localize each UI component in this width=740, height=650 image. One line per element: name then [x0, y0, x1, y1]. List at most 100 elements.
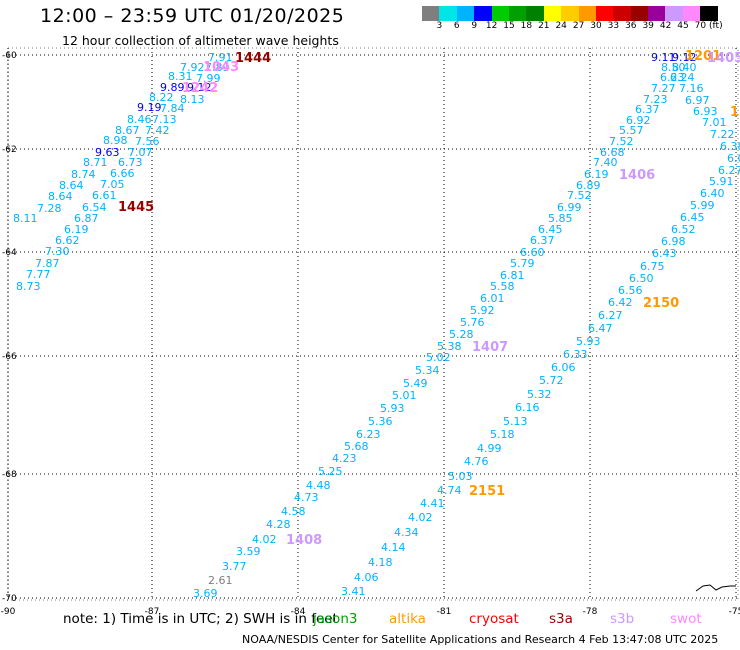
wave-height-value: 8.64	[48, 190, 73, 203]
map-title: 12:00 – 23:59 UTC 01/20/2025	[40, 5, 345, 27]
colorbar-swatch	[595, 6, 614, 21]
wave-height-value: 7.99	[196, 72, 221, 85]
wave-height-value: 6.93	[693, 105, 718, 118]
wave-height-value: 6.50	[629, 272, 654, 285]
colorbar-label: 24	[555, 21, 567, 31]
wave-height-value: 5.93	[380, 402, 405, 415]
coastline	[695, 584, 736, 592]
note-text: note: 1) Time is in UTC; 2) SWH is in fe…	[63, 611, 338, 627]
wave-height-value: 4.23	[332, 452, 357, 465]
lat-tick-label: -60	[2, 51, 17, 61]
colorbar-swatch	[491, 6, 509, 21]
wave-height-value: 6.42	[608, 296, 633, 309]
wave-height-value: 6.89	[576, 179, 601, 192]
colorbar-swatch	[543, 6, 562, 21]
wave-height-value: 6.43	[652, 247, 677, 260]
wave-height-value: 9.12	[187, 81, 212, 94]
wave-height-value: 5.28	[449, 328, 474, 341]
wave-height-value: 4.02	[252, 533, 277, 546]
colorbar-label: (ft)	[709, 21, 723, 31]
pass-time-label: 12	[730, 105, 740, 120]
wave-height-value: 3.69	[193, 587, 218, 600]
colorbar-swatch	[682, 6, 701, 21]
map-frame	[7, 47, 739, 601]
wave-height-value: 6.37	[635, 103, 660, 116]
wave-height-value: 9.19	[137, 101, 162, 114]
wave-height-value: 5.79	[510, 257, 535, 270]
pass-time-label: 2150	[643, 296, 679, 311]
wave-height-value: 4.99	[477, 442, 502, 455]
satellite-legend-item: swot	[670, 611, 702, 627]
wave-height-value: 8.11	[13, 212, 38, 225]
wave-height-value: 5.85	[548, 212, 573, 225]
colorbar-swatch	[665, 6, 683, 21]
lon-tick-label: -81	[437, 607, 452, 617]
pass-time-label: 1406	[619, 168, 655, 183]
wave-height-value: 5.02	[426, 351, 451, 364]
colorbar-label: 21	[538, 21, 550, 31]
lon-tick-label: -87	[145, 607, 160, 617]
wave-height-value: 6.92	[626, 114, 651, 127]
wave-height-value: 6.23	[356, 428, 381, 441]
wave-height-value: 7.05	[100, 178, 125, 191]
wave-height-value: 6.01	[480, 292, 505, 305]
wave-height-value: 6.06	[551, 361, 576, 374]
wave-height-value: 6.40	[700, 187, 725, 200]
colorbar-label: 15	[503, 21, 515, 31]
wave-height-value: 6.45	[680, 211, 705, 224]
wave-height-value: 7.56	[135, 135, 160, 148]
wave-height-value: 5.93	[576, 335, 601, 348]
lat-tick-label: -68	[2, 470, 17, 480]
colorbar-swatch	[508, 6, 527, 21]
axis-tick-labels: -90 -87 -84 -81 -78 -75 -60 -62 -64 -66 -68 -70	[1, 51, 740, 617]
wave-height-value: 6.81	[500, 269, 525, 282]
wave-height-value: 6.97	[685, 94, 710, 107]
wave-height-value: 4.73	[294, 491, 319, 504]
wave-height-value: 5.58	[490, 280, 515, 293]
colorbar-swatch	[526, 6, 544, 21]
wave-height-value: 7.92	[180, 61, 205, 74]
wave-height-value: 6.75	[640, 260, 665, 273]
colorbar-swatch	[613, 6, 631, 21]
wave-height-value: 4.48	[306, 479, 331, 492]
wave-height-value: 3.41	[341, 585, 366, 598]
colorbar-label: 27	[572, 21, 585, 31]
pass-time-label: 1242	[182, 81, 218, 96]
wave-height-value: 5.13	[503, 415, 528, 428]
colorbar-label: 9	[471, 21, 478, 31]
wave-height-value: 6.38	[720, 140, 740, 153]
wave-height-value: 5.36	[368, 415, 393, 428]
colorbar-labels: 3 6 9 12 15 18 21 24 27 30 33 36 39 42 45 70 (ft)	[422, 21, 734, 33]
colorbar-label: 70	[694, 21, 707, 31]
colorbar-label: 39	[642, 21, 654, 31]
colorbar-swatch	[439, 6, 457, 21]
wave-height-value: 6.45	[538, 223, 563, 236]
wave-height-value: 7.23	[643, 93, 668, 106]
wave-height-value: 8.67	[115, 124, 140, 137]
wave-height-value: 7.30	[45, 245, 70, 258]
wave-height-value: 4.74	[437, 484, 462, 497]
wave-height-value: 5.38	[437, 340, 462, 353]
pass-time-label: 1408	[286, 533, 322, 548]
wave-height-value: 6.23	[660, 71, 685, 84]
wave-height-value: 6.47	[588, 322, 613, 335]
wave-height-value: 6.19	[584, 168, 609, 181]
wave-height-value: 8.74	[71, 168, 96, 181]
satellite-legend-item: altika	[389, 611, 426, 627]
wave-height-value: 6.27	[718, 164, 740, 177]
wave-height-value: 4.18	[368, 556, 393, 569]
wave-height-value: 4.58	[281, 505, 306, 518]
wave-height-value: 7.91	[208, 51, 233, 64]
colorbar-label: 3	[436, 21, 443, 31]
wave-height-value: 3.59	[236, 545, 261, 558]
colorbar-label: 42	[659, 21, 672, 31]
wave-height-value: 8.46	[127, 113, 152, 126]
wave-height-value: 6.0	[727, 152, 740, 165]
colorbar-label: 12	[485, 21, 498, 31]
wave-height-value: 4.34	[394, 526, 419, 539]
wave-height-value: 6.98	[661, 235, 686, 248]
wave-height-value: 8.13	[180, 93, 205, 106]
colorbar-label: 36	[625, 21, 637, 31]
